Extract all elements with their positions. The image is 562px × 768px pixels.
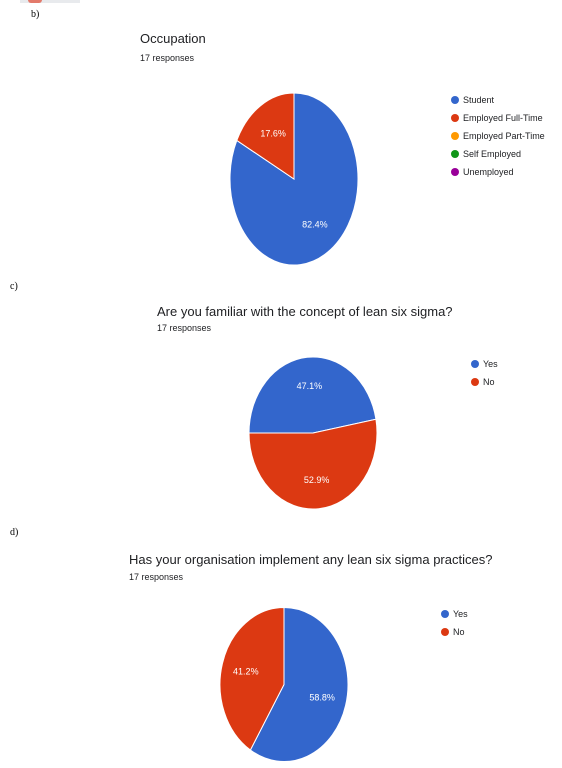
pie-data-label: 41.2%: [233, 666, 259, 676]
legend-item: Self Employed: [451, 145, 545, 163]
legend-swatch-icon: [451, 114, 459, 122]
legend-item: Yes: [471, 355, 498, 373]
legend-swatch-icon: [471, 378, 479, 386]
section-label-c: c): [10, 281, 18, 292]
legend-swatch-icon: [471, 360, 479, 368]
pie-data-label: 82.4%: [302, 219, 328, 229]
legend-label: No: [453, 627, 465, 637]
pie-data-label: 47.1%: [297, 381, 323, 391]
top-edge-remnant-red: [28, 0, 42, 3]
responses-count-organisation: 17 responses: [129, 572, 184, 582]
chart-title-occupation: Occupation: [140, 31, 206, 46]
legend-familiar: Yes No: [471, 355, 498, 391]
legend-occupation: Student Employed Full-Time Employed Part-T…: [451, 91, 545, 181]
pie-data-label: 58.8%: [309, 693, 335, 703]
legend-organisation: Yes No: [441, 605, 468, 641]
legend-label: Yes: [453, 609, 468, 619]
legend-swatch-icon: [441, 610, 449, 618]
legend-item: No: [441, 623, 468, 641]
legend-swatch-icon: [451, 132, 459, 140]
pie-slice-employed-full-time: [236, 92, 295, 180]
pie-data-label: 52.9%: [304, 475, 330, 485]
chart-title-familiar: Are you familiar with the concept of lea…: [157, 304, 453, 319]
responses-count-familiar: 17 responses: [157, 323, 212, 333]
legend-swatch-icon: [451, 168, 459, 176]
pie-data-label: 17.6%: [260, 129, 286, 139]
legend-swatch-icon: [451, 150, 459, 158]
legend-label: No: [483, 377, 495, 387]
legend-item: No: [471, 373, 498, 391]
legend-label: Self Employed: [463, 149, 522, 159]
pie-slice-no: [248, 418, 378, 510]
responses-count-occupation: 17 responses: [140, 53, 195, 63]
legend-item: Employed Part-Time: [451, 127, 545, 145]
pie-chart-familiar: 47.1% 52.9%: [248, 356, 378, 510]
pie-slice-no: [219, 606, 285, 751]
legend-item: Yes: [441, 605, 468, 623]
legend-label: Employed Full-Time: [463, 113, 543, 123]
pie-chart-occupation: 82.4% 17.6%: [229, 92, 359, 266]
chart-title-organisation: Has your organisation implement any lean…: [129, 552, 493, 567]
legend-swatch-icon: [441, 628, 449, 636]
legend-label: Employed Part-Time: [463, 131, 545, 141]
pie-chart-organisation: 58.8% 41.2%: [219, 606, 349, 762]
legend-item: Employed Full-Time: [451, 109, 545, 127]
section-label-d: d): [10, 527, 19, 538]
legend-label: Yes: [483, 359, 498, 369]
legend-label: Unemployed: [463, 167, 514, 177]
legend-item: Unemployed: [451, 163, 545, 181]
legend-label: Student: [463, 95, 495, 105]
legend-item: Student: [451, 91, 545, 109]
pie-slice-yes: [249, 606, 349, 762]
pie-slice-yes: [248, 356, 377, 434]
section-label-b: b): [31, 9, 40, 20]
legend-swatch-icon: [451, 96, 459, 104]
top-edge-remnant: [20, 0, 80, 3]
